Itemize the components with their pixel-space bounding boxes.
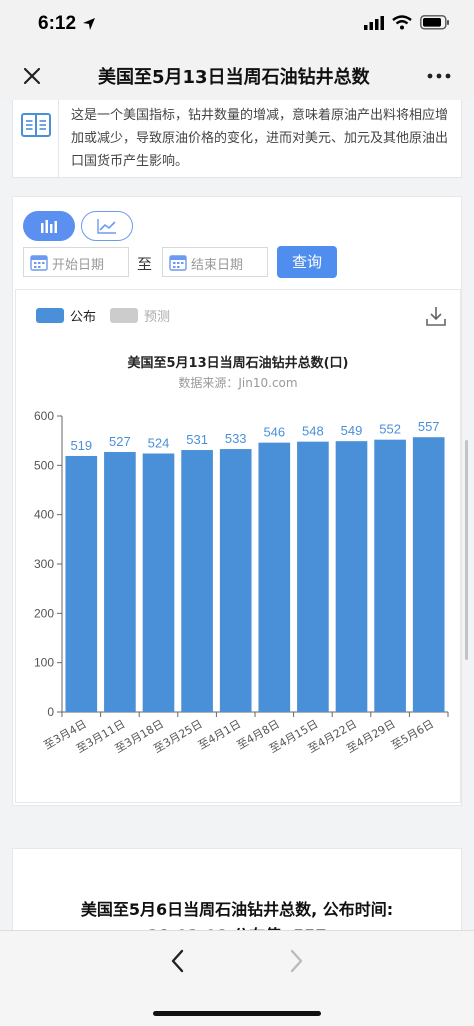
bar-value-label: 557 — [418, 419, 440, 434]
end-date-placeholder: 结束日期 — [191, 258, 244, 273]
end-date-input[interactable]: 结束日期 — [162, 247, 268, 277]
cellular-signal-icon — [364, 15, 384, 30]
bar-value-label: 533 — [225, 431, 247, 446]
start-date-input[interactable]: 开始日期 — [23, 247, 129, 277]
status-bar: 6:12 — [0, 0, 474, 50]
description-text: 这是一个美国指标，钻井数量的增减，意味着原油产出料将相应增加或减少，导致原油价格… — [71, 108, 449, 169]
download-icon[interactable] — [424, 304, 448, 328]
bar-value-label: 524 — [148, 435, 170, 450]
y-tick-label: 0 — [47, 705, 54, 719]
query-button[interactable]: 查询 — [277, 246, 337, 278]
close-icon[interactable] — [18, 62, 46, 90]
chart-title: 美国至5月13日当周石油钻井总数(口) — [127, 356, 349, 371]
forward-arrow-icon[interactable] — [284, 947, 308, 975]
y-tick-label: 200 — [34, 606, 54, 620]
line-chart-icon — [97, 219, 116, 234]
more-icon[interactable] — [424, 62, 454, 90]
description-card: 这是一个美国指标，钻井数量的增减，意味着原油产出料将相应增加或减少，导致原油价格… — [12, 100, 462, 178]
status-time: 6:12 — [38, 13, 77, 34]
legend-label-published: 公布 — [70, 310, 97, 325]
legend-swatch-published — [36, 308, 64, 323]
bar-value-label: 546 — [263, 425, 285, 440]
legend-published[interactable]: 公布 — [36, 306, 96, 325]
bar — [142, 453, 175, 712]
scrollbar-thumb[interactable] — [465, 440, 468, 660]
book-icon — [21, 113, 51, 137]
calendar-icon — [30, 255, 48, 271]
bar-value-label: 549 — [341, 423, 363, 438]
x-tick-label: 至4月1日 — [196, 717, 243, 752]
bar — [297, 441, 329, 712]
bar-value-label: 519 — [70, 438, 92, 453]
y-tick-label: 500 — [34, 458, 54, 472]
chart-card: 公布 预测 美国至5月13日当周石油钻井总数(口) 数据来源：Jin10.com… — [15, 289, 468, 803]
start-date-placeholder: 开始日期 — [52, 258, 105, 273]
legend-label-forecast: 预测 — [144, 310, 171, 325]
bar — [219, 449, 252, 712]
legend-swatch-forecast — [110, 308, 138, 323]
chart-subtitle: 数据来源：Jin10.com — [178, 376, 298, 390]
bar — [258, 442, 291, 712]
back-arrow-icon[interactable] — [166, 947, 190, 975]
line-chart-toggle[interactable] — [81, 211, 133, 241]
status-icons — [364, 15, 450, 30]
nav-bar: 美国至5月13日当周石油钻井总数 — [0, 50, 474, 100]
bar-value-label: 531 — [186, 432, 208, 447]
date-separator: 至 — [137, 255, 153, 273]
battery-icon — [420, 15, 449, 30]
y-tick-label: 600 — [34, 409, 54, 423]
chart-panel: 开始日期 至 结束日期 查询 公布 预测 美国至5月13日当周石油钻井总数(口)… — [12, 196, 468, 806]
bar — [374, 439, 406, 712]
bar — [65, 455, 98, 712]
bar-chart: 0100200300400500600519至3月4日527至3月11日524至… — [34, 409, 449, 756]
bar-chart-icon — [41, 220, 57, 233]
bar-chart-toggle[interactable] — [23, 211, 75, 241]
bar — [104, 452, 136, 712]
browser-toolbar — [0, 930, 474, 1026]
home-indicator — [153, 1011, 321, 1016]
calendar-icon — [169, 255, 187, 271]
bar — [181, 450, 213, 712]
bar-value-label: 552 — [379, 422, 401, 437]
legend-forecast[interactable]: 预测 — [110, 306, 170, 325]
bar-value-label: 527 — [109, 434, 131, 449]
bar — [335, 441, 368, 712]
bar-value-label: 548 — [302, 424, 324, 439]
location-arrow-icon — [83, 18, 95, 30]
wifi-icon — [392, 15, 412, 30]
release-info-line1: 美国至5月6日当周石油钻井总数, 公布时间: — [80, 900, 394, 919]
page-title: 美国至5月13日当周石油钻井总数 — [98, 67, 370, 88]
y-tick-label: 300 — [34, 557, 54, 571]
y-tick-label: 100 — [34, 656, 54, 670]
bar — [412, 437, 445, 712]
x-tick-label: 至5月6日 — [389, 717, 436, 752]
description-icon-box — [13, 100, 59, 178]
y-tick-label: 400 — [34, 508, 54, 522]
